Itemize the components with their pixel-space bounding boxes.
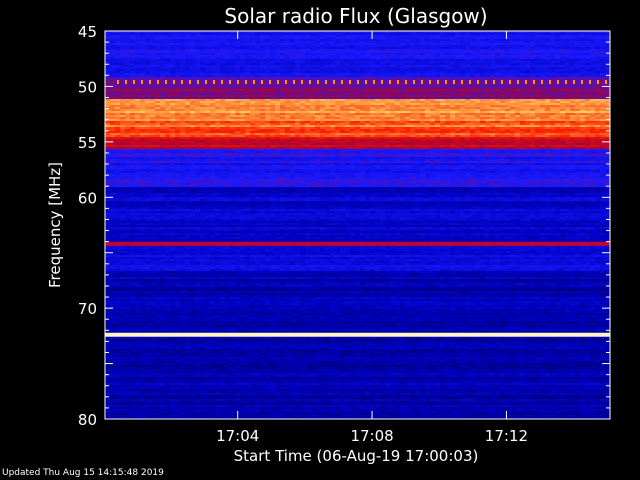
emission-line-0	[105, 241, 610, 246]
y-axis: 45 50 55 60 70 80	[78, 23, 610, 429]
footer-updated: Updated Thu Aug 15 14:15:48 2019	[2, 468, 164, 478]
x-tick-label: 17:04	[216, 427, 259, 445]
y-tick-label: 80	[78, 411, 97, 429]
y-tick-label: 60	[78, 189, 97, 207]
x-axis-label: Start Time (06-Aug-19 17:00:03)	[234, 447, 479, 465]
y-tick-label: 70	[78, 300, 97, 318]
y-axis-label: Frequency [MHz]	[46, 162, 64, 288]
x-tick-label: 17:12	[485, 427, 528, 445]
emission-line-1	[105, 332, 610, 337]
plot-area	[105, 31, 610, 419]
x-tick-label: 17:08	[350, 427, 393, 445]
y-tick-label: 45	[78, 23, 97, 41]
plot-frame	[104, 30, 611, 420]
y-tick-label: 55	[78, 134, 97, 152]
spectrogram-texture	[105, 31, 610, 419]
dotted-interference-line	[117, 79, 607, 84]
chart-title: Solar radio Flux (Glasgow)	[224, 4, 487, 28]
y-tick-label: 50	[78, 78, 97, 96]
x-axis: 17:04 17:08 17:12	[216, 31, 528, 445]
